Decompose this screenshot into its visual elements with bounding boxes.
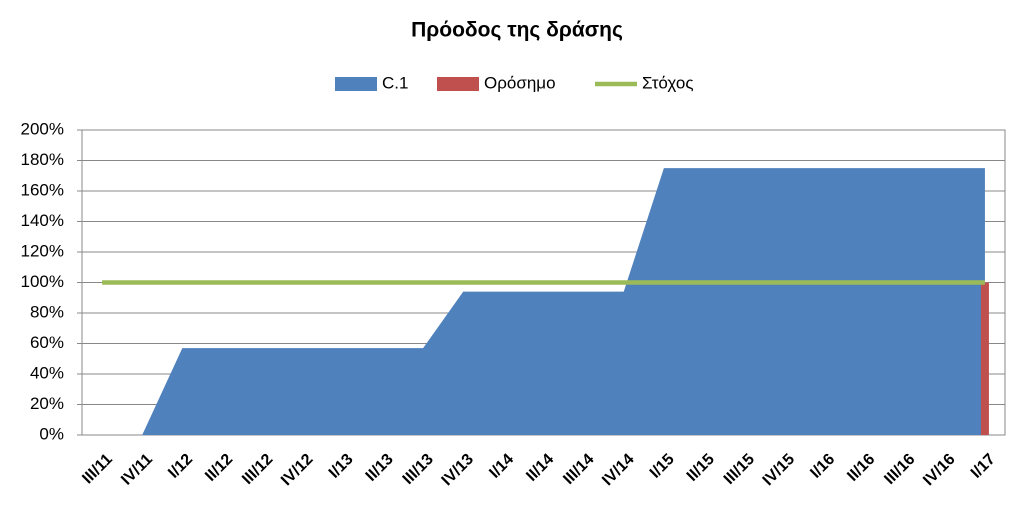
x-tick-label: III/12 bbox=[239, 451, 276, 488]
y-tick-label: 120% bbox=[21, 241, 64, 260]
legend-swatch bbox=[335, 77, 377, 91]
x-tick-label: III/11 bbox=[79, 451, 116, 488]
legend-label: Ορόσημο bbox=[484, 73, 556, 92]
x-tick-label: I/15 bbox=[647, 451, 678, 482]
x-tick-label: I/16 bbox=[807, 451, 838, 482]
x-tick-label: IV/15 bbox=[760, 451, 799, 490]
y-tick-label: 40% bbox=[30, 363, 64, 382]
y-tick-label: 0% bbox=[39, 424, 64, 443]
x-tick-label: IV/13 bbox=[439, 451, 478, 490]
y-tick-label: 100% bbox=[21, 272, 64, 291]
x-tick-label: III/16 bbox=[881, 451, 918, 488]
bar bbox=[980, 282, 989, 435]
x-tick-label: III/15 bbox=[721, 451, 758, 488]
x-tick-label: I/17 bbox=[968, 451, 999, 482]
y-tick-label: 60% bbox=[30, 333, 64, 352]
x-tick-label: IV/14 bbox=[599, 451, 638, 490]
x-tick-label: I/12 bbox=[165, 451, 196, 482]
y-tick-label: 20% bbox=[30, 394, 64, 413]
legend-label: Στόχος bbox=[642, 73, 694, 92]
x-tick-label: II/13 bbox=[363, 451, 397, 485]
x-tick-label: II/14 bbox=[523, 451, 557, 485]
x-tick-label: II/16 bbox=[844, 451, 878, 485]
x-tick-label: III/14 bbox=[560, 451, 597, 488]
x-tick-label: IV/16 bbox=[920, 451, 959, 490]
y-tick-label: 160% bbox=[21, 180, 64, 199]
x-tick-label: I/14 bbox=[486, 451, 517, 482]
y-tick-label: 200% bbox=[21, 119, 64, 138]
legend-swatch bbox=[437, 77, 479, 91]
x-tick-label: IV/12 bbox=[278, 451, 317, 490]
y-tick-label: 80% bbox=[30, 302, 64, 321]
x-tick-label: II/15 bbox=[684, 451, 718, 485]
x-tick-label: I/13 bbox=[326, 451, 357, 482]
y-tick-label: 140% bbox=[21, 211, 64, 230]
x-tick-label: IV/11 bbox=[118, 451, 156, 489]
y-tick-label: 180% bbox=[21, 150, 64, 169]
area bbox=[102, 168, 985, 435]
chart-title: Πρόοδος της δράσης bbox=[411, 19, 623, 42]
x-tick-label: II/12 bbox=[202, 451, 236, 485]
x-tick-label: III/13 bbox=[400, 451, 437, 488]
legend-label: C.1 bbox=[382, 73, 408, 92]
